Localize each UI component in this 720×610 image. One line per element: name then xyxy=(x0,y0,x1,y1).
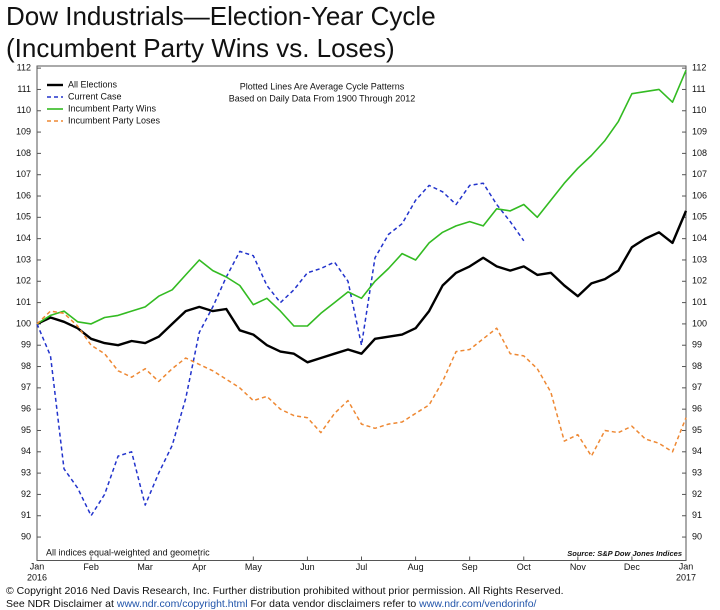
y-tick-label: 96 xyxy=(21,404,31,414)
link[interactable]: www.ndr.com/copyright.html xyxy=(116,598,248,610)
legend-label: Incumbent Party Wins xyxy=(68,103,157,113)
y-tick-label: 108 xyxy=(16,148,31,158)
y-tick-label: 103 xyxy=(16,254,31,264)
series-line xyxy=(36,69,687,327)
y2-tick-label: 99 xyxy=(692,340,702,350)
source: Source: S&P Dow Jones Indices xyxy=(567,549,682,558)
x-tick-label: Jul xyxy=(356,562,368,572)
y2-tick-label: 110 xyxy=(692,105,706,115)
y2-tick-label: 106 xyxy=(692,190,707,200)
annotation: Plotted Lines Are Average Cycle Patterns xyxy=(240,81,405,91)
footer: See NDR Disclaimer at www.ndr.com/copyri… xyxy=(6,598,537,610)
y2-tick-label: 98 xyxy=(692,361,702,371)
y-tick-label: 99 xyxy=(21,340,31,350)
y-tick-label: 95 xyxy=(21,425,31,435)
footer-text: See NDR Disclaimer at xyxy=(6,598,117,610)
y-tick-label: 93 xyxy=(21,467,31,477)
legend-label: All Elections xyxy=(68,79,118,89)
y-tick-label: 101 xyxy=(16,297,31,307)
y-tick-label: 107 xyxy=(16,169,31,179)
y-tick-label: 92 xyxy=(21,489,31,499)
y2-tick-label: 94 xyxy=(692,446,702,456)
y2-tick-label: 108 xyxy=(692,148,707,158)
x-tick-label: Nov xyxy=(570,562,587,572)
x-tick-label: Jun xyxy=(300,562,315,572)
x-tick-label: Aug xyxy=(408,562,424,572)
footer-text: For data vendor disclaimers refer to xyxy=(248,598,420,610)
x-tick-label: Jan 2016 xyxy=(27,562,47,583)
series-line xyxy=(36,310,687,457)
y2-tick-label: 105 xyxy=(692,212,707,222)
note: All indices equal-weighted and geometric xyxy=(46,547,210,557)
x-tick-label: Mar xyxy=(137,562,153,572)
y2-tick-label: 104 xyxy=(692,233,707,243)
x-tick-label: May xyxy=(245,562,263,572)
y2-tick-label: 101 xyxy=(692,297,707,307)
annotation: Based on Daily Data From 1900 Through 20… xyxy=(229,93,415,103)
y-tick-label: 109 xyxy=(16,126,31,136)
y2-tick-label: 90 xyxy=(692,531,702,541)
x-tick-label: Sep xyxy=(462,562,478,572)
y2-tick-label: 92 xyxy=(692,489,702,499)
footer: © Copyright 2016 Ned Davis Research, Inc… xyxy=(6,585,564,597)
y-tick-label: 104 xyxy=(16,233,31,243)
y-tick-label: 105 xyxy=(16,212,31,222)
y2-tick-label: 107 xyxy=(692,169,707,179)
y2-tick-label: 95 xyxy=(692,425,702,435)
chart-title: (Incumbent Party Wins vs. Loses) xyxy=(6,33,395,63)
y2-tick-label: 96 xyxy=(692,404,702,414)
y-tick-label: 102 xyxy=(16,276,31,286)
y2-tick-label: 97 xyxy=(692,382,702,392)
series-line xyxy=(36,182,525,517)
y2-tick-label: 112 xyxy=(692,63,706,73)
chart-title: Dow Industrials—Election-Year Cycle xyxy=(6,1,436,31)
x-tick-label: Jan 2017 xyxy=(676,562,696,583)
y-tick-label: 111 xyxy=(17,84,31,94)
x-tick-label: Dec xyxy=(624,562,641,572)
y-tick-label: 91 xyxy=(21,510,31,520)
y-tick-label: 106 xyxy=(16,190,31,200)
y-tick-label: 110 xyxy=(17,105,31,115)
x-tick-label: Feb xyxy=(83,562,99,572)
x-tick-label: Oct xyxy=(517,562,532,572)
y2-tick-label: 91 xyxy=(692,510,702,520)
y2-tick-label: 111 xyxy=(692,84,706,94)
y2-tick-label: 103 xyxy=(692,254,707,264)
y-tick-label: 90 xyxy=(21,531,31,541)
y2-tick-label: 109 xyxy=(692,126,707,136)
y-tick-label: 94 xyxy=(21,446,31,456)
y2-tick-label: 93 xyxy=(692,467,702,477)
y2-tick-label: 102 xyxy=(692,276,707,286)
y2-tick-label: 100 xyxy=(692,318,707,328)
y-tick-label: 100 xyxy=(16,318,31,328)
legend-label: Current Case xyxy=(68,91,122,101)
link[interactable]: www.ndr.com/vendorinfo/ xyxy=(418,598,536,610)
y-tick-label: 98 xyxy=(21,361,31,371)
plot-frame xyxy=(36,65,687,561)
series-line xyxy=(36,210,688,364)
y-tick-label: 97 xyxy=(21,382,31,392)
y-tick-label: 112 xyxy=(17,63,31,73)
x-tick-label: Apr xyxy=(192,562,206,572)
legend-label: Incumbent Party Loses xyxy=(68,115,161,125)
